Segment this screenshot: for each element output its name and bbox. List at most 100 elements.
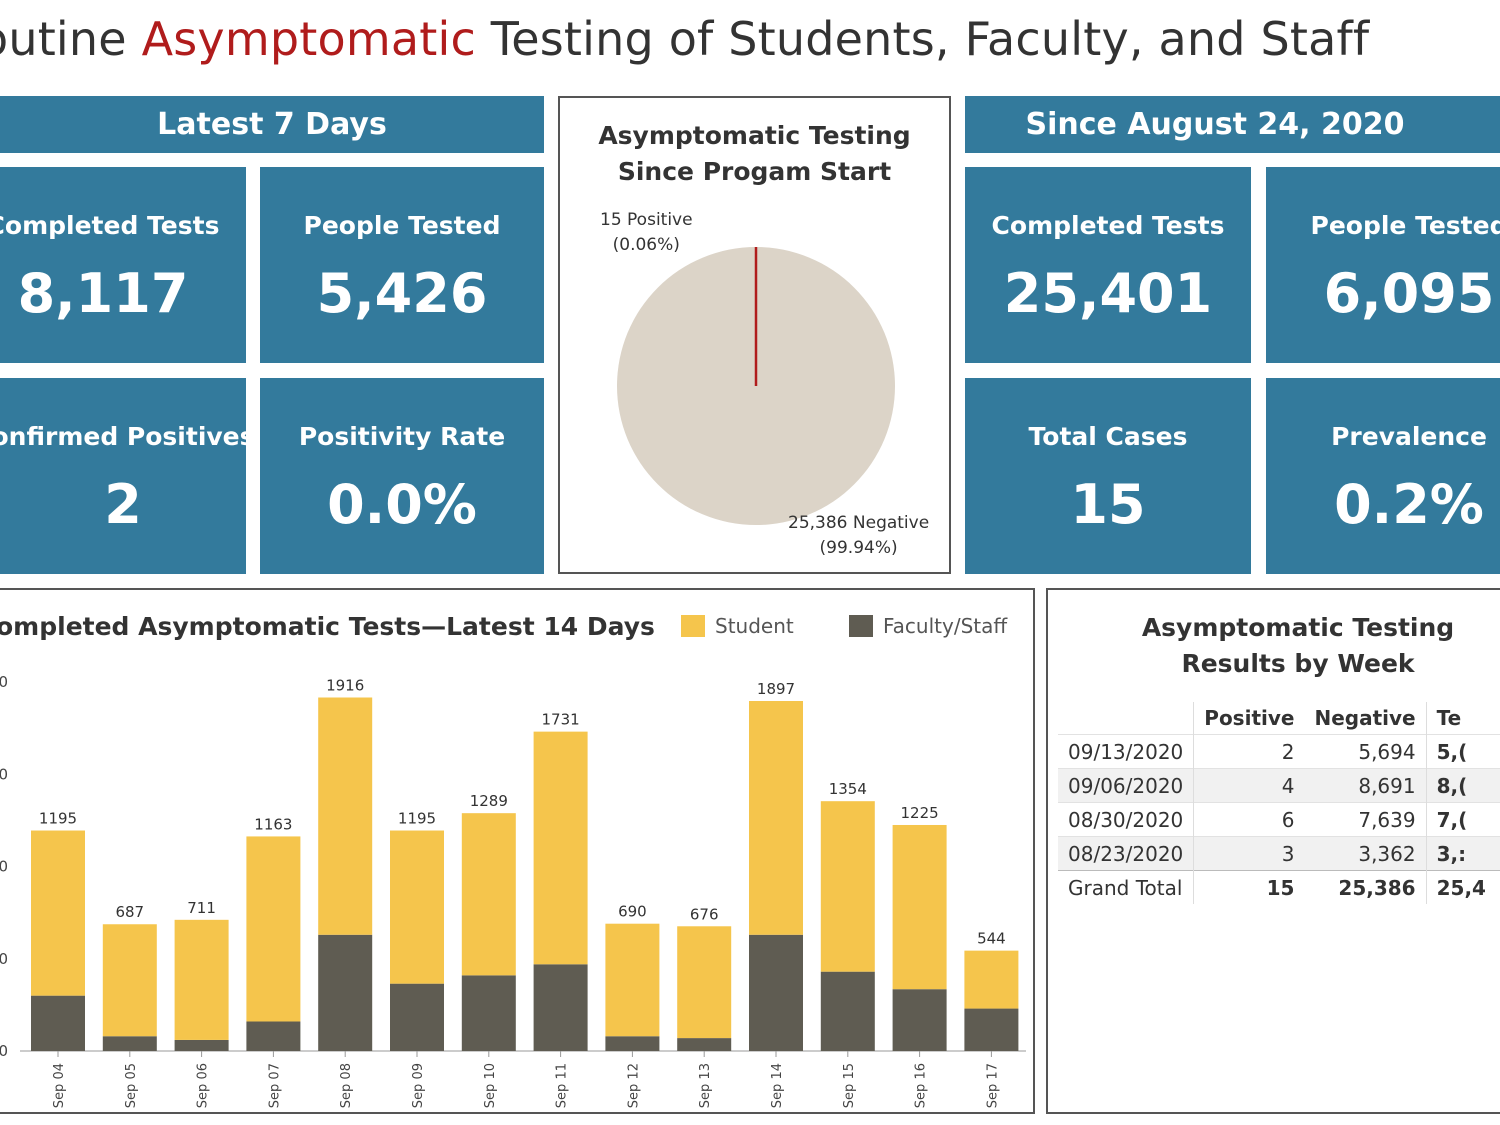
kpi-value: 0.0% bbox=[327, 473, 477, 536]
bar-student-sep-10 bbox=[461, 813, 516, 976]
cell-positive: 3 bbox=[1193, 836, 1305, 871]
bar-total-label: 544 bbox=[977, 930, 1006, 948]
y-tick-label: 0 bbox=[0, 950, 8, 968]
bar-student-sep-09 bbox=[390, 830, 444, 984]
bar-total-label: 1916 bbox=[326, 676, 364, 694]
bar-faculty-sep-08 bbox=[318, 934, 373, 1051]
bar-faculty-sep-13 bbox=[677, 1038, 732, 1051]
kpi-completed-tests-total: Completed Tests 25,401 bbox=[965, 167, 1251, 363]
bar-student-sep-12 bbox=[605, 923, 660, 1037]
pie-title-line2: Since Progam Start bbox=[617, 157, 892, 186]
pie-title-line1: Asymptomatic Testing bbox=[598, 121, 911, 150]
cell-negative: 25,386 bbox=[1304, 870, 1427, 904]
bar-student-sep-15 bbox=[820, 801, 875, 972]
cell-negative: 7,639 bbox=[1304, 802, 1427, 837]
pie-panel: Asymptomatic Testing Since Progam Start … bbox=[558, 96, 951, 574]
x-tick-label: Sep 10 bbox=[483, 1063, 498, 1108]
pie-positive-count: 15 Positive bbox=[600, 210, 693, 230]
bar-faculty-sep-05 bbox=[102, 1036, 157, 1051]
cell-total: 5,( bbox=[1425, 734, 1500, 769]
bar-total-label: 1195 bbox=[398, 810, 436, 828]
cell-positive: 2 bbox=[1193, 734, 1305, 769]
bar-faculty-sep-12 bbox=[605, 1036, 660, 1051]
col-header-negative: Negative bbox=[1314, 706, 1416, 730]
x-tick-label: Sep 15 bbox=[842, 1063, 857, 1108]
kpi-label: Completed Tests bbox=[991, 211, 1225, 240]
bar-total-label: 711 bbox=[187, 899, 216, 917]
kpi-label: Completed Tests bbox=[0, 211, 220, 240]
title-highlight: Asymptomatic bbox=[141, 12, 476, 66]
bar-total-label: 690 bbox=[618, 903, 647, 921]
x-tick-label: Sep 05 bbox=[124, 1063, 139, 1108]
kpi-value: 5,426 bbox=[316, 262, 488, 325]
bar-student-sep-04 bbox=[31, 830, 85, 996]
bar-chart: 0 0 0 0 0 1195 Sep 04 687 Sep 05 711 Sep 06 1163 Sep… bbox=[0, 673, 1026, 1108]
cell-total: 8,( bbox=[1425, 768, 1500, 803]
cell-week: 09/06/2020 bbox=[1058, 768, 1195, 803]
kpi-people-tested-7d: People Tested 5,426 bbox=[260, 167, 544, 363]
title-prefix: outine bbox=[0, 12, 127, 66]
bar-chart-title: ompleted Asymptomatic Tests—Latest 14 Da… bbox=[0, 612, 655, 641]
bar-student-sep-08 bbox=[318, 697, 373, 935]
x-tick-label: Sep 09 bbox=[411, 1063, 426, 1108]
kpi-value: 6,095 bbox=[1323, 262, 1495, 325]
x-tick-label: Sep 12 bbox=[626, 1063, 641, 1108]
kpi-value: 0.2% bbox=[1334, 473, 1484, 536]
latest-7-days-label: Latest 7 Days bbox=[157, 107, 387, 142]
kpi-label: Prevalence bbox=[1331, 422, 1487, 451]
since-aug-band: Since August 24, 2020 bbox=[965, 96, 1500, 153]
weekly-results-table: Positive Negative Te 09/13/2020 2 5,694 … bbox=[1058, 702, 1500, 904]
bar-total-label: 687 bbox=[115, 903, 144, 921]
cell-negative: 3,362 bbox=[1304, 836, 1427, 871]
cell-negative: 8,691 bbox=[1304, 768, 1427, 803]
legend-faculty: Faculty/Staff bbox=[849, 614, 1007, 638]
y-tick-label: 0 bbox=[0, 765, 8, 783]
bar-student-sep-07 bbox=[246, 836, 301, 1022]
cell-total: 25,4 bbox=[1425, 870, 1500, 904]
bar-faculty-sep-06 bbox=[174, 1039, 229, 1051]
kpi-value: 15 bbox=[1070, 473, 1146, 536]
bar-faculty-sep-14 bbox=[749, 934, 803, 1051]
weekly-title-line2: Results by Week bbox=[1181, 649, 1415, 678]
y-tick-label: 0 bbox=[0, 673, 8, 691]
kpi-label: onfirmed Positives bbox=[0, 422, 246, 451]
x-tick-label: Sep 06 bbox=[196, 1063, 211, 1108]
x-tick-label: Sep 13 bbox=[698, 1063, 713, 1108]
table-row: 08/23/2020 3 3,362 3,: bbox=[1058, 836, 1500, 871]
x-tick-label: Sep 04 bbox=[52, 1063, 67, 1108]
pie-title: Asymptomatic Testing Since Progam Start bbox=[560, 118, 949, 190]
cell-week: 08/23/2020 bbox=[1058, 836, 1195, 871]
bar-faculty-sep-11 bbox=[533, 964, 588, 1051]
y-tick-label: 0 bbox=[0, 1042, 8, 1060]
table-row: 09/06/2020 4 8,691 8,( bbox=[1058, 768, 1500, 803]
bar-total-label: 1731 bbox=[542, 711, 580, 729]
bar-student-sep-11 bbox=[533, 731, 588, 965]
legend-label-student: Student bbox=[715, 614, 794, 638]
kpi-value: 25,401 bbox=[1003, 262, 1213, 325]
x-tick-label: Sep 17 bbox=[985, 1063, 1000, 1108]
bar-faculty-sep-04 bbox=[31, 995, 85, 1051]
pie-positive-percent: (0.06%) bbox=[612, 235, 680, 255]
kpi-completed-tests-7d: Completed Tests 8,117 bbox=[0, 167, 246, 363]
bar-faculty-sep-10 bbox=[461, 975, 516, 1051]
bar-student-sep-05 bbox=[102, 924, 157, 1037]
bar-total-label: 676 bbox=[690, 905, 719, 923]
bar-total-label: 1225 bbox=[901, 804, 939, 822]
cell-week: 09/13/2020 bbox=[1058, 734, 1195, 769]
col-header-total: Te bbox=[1425, 702, 1500, 735]
x-tick-label: Sep 11 bbox=[555, 1063, 570, 1108]
kpi-prevalence: Prevalence 0.2% bbox=[1266, 378, 1500, 574]
bar-total-label: 1354 bbox=[829, 780, 867, 798]
kpi-people-tested-total: People Tested 6,095 bbox=[1266, 167, 1500, 363]
cell-week: 08/30/2020 bbox=[1058, 802, 1195, 837]
bar-total-label: 1289 bbox=[470, 792, 508, 810]
pie-positive-label: 15 Positive (0.06%) bbox=[600, 208, 693, 258]
bar-student-sep-13 bbox=[677, 926, 732, 1039]
cell-week: Grand Total bbox=[1058, 870, 1195, 904]
kpi-label: People Tested bbox=[1310, 211, 1500, 240]
kpi-label: Total Cases bbox=[1028, 422, 1188, 451]
kpi-positivity-rate-7d: Positivity Rate 0.0% bbox=[260, 378, 544, 574]
bar-student-sep-14 bbox=[749, 701, 803, 935]
bar-faculty-sep-09 bbox=[390, 983, 444, 1051]
table-header-row: Positive Negative Te bbox=[1058, 702, 1500, 735]
